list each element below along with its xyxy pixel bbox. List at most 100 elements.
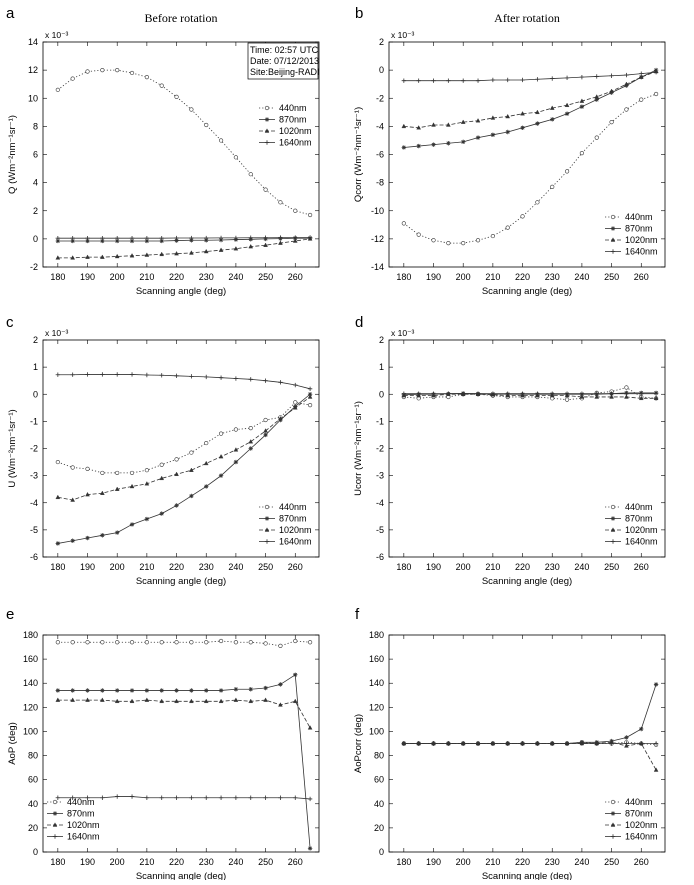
data-point bbox=[55, 795, 61, 800]
data-point bbox=[129, 640, 135, 645]
data-point bbox=[307, 386, 313, 392]
data-point bbox=[579, 98, 585, 103]
y-axis-label: Ucorr (Wm⁻²nm⁻¹sr⁻¹) bbox=[353, 401, 364, 496]
data-point bbox=[233, 155, 239, 160]
data-point bbox=[70, 465, 75, 470]
data-point bbox=[114, 235, 120, 241]
legend-label: 1020nm bbox=[625, 820, 658, 830]
data-point bbox=[85, 535, 90, 541]
data-point bbox=[278, 416, 283, 421]
y-tick-label: -6 bbox=[376, 552, 384, 562]
x-tick-label: 210 bbox=[139, 562, 154, 572]
x-tick-label: 240 bbox=[228, 562, 243, 572]
data-point bbox=[292, 698, 298, 704]
data-point bbox=[535, 109, 540, 115]
data-point bbox=[263, 697, 268, 702]
data-point bbox=[307, 796, 313, 802]
series-line bbox=[57, 374, 311, 390]
data-point bbox=[292, 405, 298, 410]
y-tick-label: 6 bbox=[33, 150, 38, 160]
data-point bbox=[535, 200, 540, 205]
x-tick-label: 210 bbox=[485, 857, 500, 867]
legend-marker bbox=[264, 105, 270, 111]
x-axis-label: Scanning angle (deg) bbox=[136, 871, 226, 880]
series-870nm bbox=[55, 235, 313, 244]
x-tick-label: 260 bbox=[634, 272, 649, 282]
y-tick-label: 120 bbox=[369, 702, 384, 712]
series-line bbox=[57, 674, 311, 849]
data-point bbox=[594, 74, 599, 79]
data-point bbox=[248, 640, 253, 645]
data-point bbox=[159, 688, 164, 693]
data-point bbox=[624, 741, 629, 746]
data-point bbox=[292, 238, 298, 243]
data-point bbox=[460, 741, 466, 746]
data-point bbox=[579, 394, 585, 399]
series-line bbox=[403, 93, 657, 244]
legend-marker bbox=[610, 539, 616, 544]
data-point bbox=[233, 447, 239, 452]
x-tick-label: 240 bbox=[574, 562, 589, 572]
data-point bbox=[293, 795, 298, 800]
y-tick-label: -2 bbox=[30, 444, 38, 454]
legend-marker bbox=[264, 516, 270, 521]
data-point bbox=[159, 795, 164, 800]
x-tick-label: 250 bbox=[604, 562, 619, 572]
data-point bbox=[100, 68, 105, 73]
data-point bbox=[278, 200, 283, 205]
data-point bbox=[218, 638, 224, 644]
series-line bbox=[403, 71, 657, 82]
legend-marker bbox=[610, 834, 616, 839]
data-point bbox=[307, 394, 313, 399]
data-point bbox=[114, 253, 120, 259]
x-tick-label: 220 bbox=[515, 857, 530, 867]
y-tick-label: 160 bbox=[23, 654, 38, 664]
y-tick-label: 12 bbox=[28, 65, 38, 75]
annotation-line: Time: 02:57 UTC bbox=[250, 45, 319, 55]
data-point bbox=[431, 78, 436, 83]
series-line bbox=[403, 71, 657, 129]
data-point bbox=[85, 69, 90, 74]
legend-marker bbox=[610, 249, 616, 254]
legend-marker bbox=[610, 822, 616, 827]
data-point bbox=[114, 794, 120, 799]
y-tick-label: -2 bbox=[376, 93, 384, 103]
legend-marker bbox=[610, 237, 616, 242]
data-point bbox=[520, 214, 525, 219]
data-point bbox=[307, 235, 313, 240]
x-tick-label: 180 bbox=[396, 272, 411, 282]
data-point bbox=[609, 394, 614, 399]
data-point bbox=[609, 88, 614, 93]
data-point bbox=[638, 395, 644, 401]
y-tick-label: -10 bbox=[371, 206, 384, 216]
data-point bbox=[85, 254, 90, 259]
x-tick-label: 260 bbox=[634, 857, 649, 867]
y-tick-label: 180 bbox=[23, 630, 38, 640]
x-tick-label: 180 bbox=[396, 562, 411, 572]
panel-letter-e: e bbox=[6, 606, 14, 623]
series-1640nm bbox=[55, 794, 313, 802]
data-point bbox=[174, 688, 179, 693]
annotation-line: Date: 07/12/2013 bbox=[250, 56, 319, 66]
data-point bbox=[460, 78, 466, 83]
legend-marker bbox=[52, 834, 58, 839]
y-tick-label: 20 bbox=[28, 823, 38, 833]
data-point bbox=[70, 697, 76, 702]
legend-marker bbox=[610, 527, 616, 532]
series-440nm bbox=[401, 91, 659, 246]
data-point bbox=[416, 232, 421, 237]
data-point bbox=[129, 253, 135, 258]
x-tick-label: 200 bbox=[110, 272, 125, 282]
data-point bbox=[594, 391, 599, 396]
data-point bbox=[189, 107, 194, 112]
data-point bbox=[159, 251, 165, 257]
data-point bbox=[401, 221, 406, 226]
data-point bbox=[129, 470, 135, 476]
data-point bbox=[115, 470, 120, 476]
data-point bbox=[100, 533, 105, 538]
data-point bbox=[505, 77, 510, 83]
data-point bbox=[549, 105, 555, 110]
data-point bbox=[100, 372, 105, 377]
y-tick-label: -4 bbox=[376, 121, 384, 131]
